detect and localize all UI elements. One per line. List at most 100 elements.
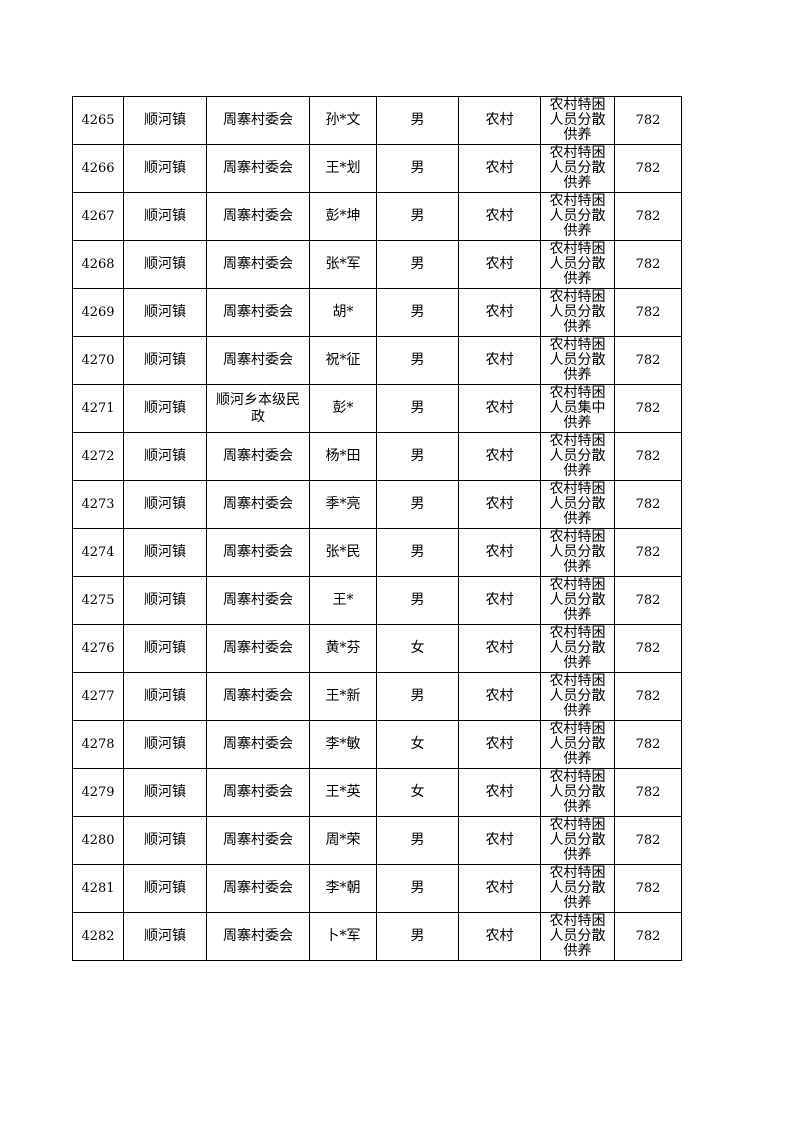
town: 顺河镇: [123, 384, 207, 433]
table-row: 4282 顺河镇 周寨村委会 卜*军男农村 农村特困人员分散供养 782: [72, 912, 682, 961]
table-row: 4272 顺河镇 周寨村委会 杨*田男农村 农村特困人员分散供养 782: [72, 432, 682, 481]
gender: 男: [376, 864, 459, 913]
residence: 农村: [458, 912, 541, 961]
person-name: 周*荣: [309, 816, 377, 865]
person-name: 卜*军: [309, 912, 377, 961]
person-name: 王*英: [309, 768, 377, 817]
town: 顺河镇: [123, 432, 207, 481]
support-type-cell: 农村特困人员分散供养: [540, 480, 615, 529]
serial-number: 4267: [72, 192, 124, 241]
person-name: 彭*: [309, 384, 377, 433]
serial-number: 4282: [72, 912, 124, 961]
person-name: 李*朝: [309, 864, 377, 913]
residence: 农村: [458, 528, 541, 577]
town: 顺河镇: [123, 96, 207, 145]
village: 顺河乡本级民政: [206, 384, 310, 433]
gender: 男: [376, 192, 459, 241]
support-type: 农村特困人员分散供养: [549, 673, 606, 719]
gender: 男: [376, 288, 459, 337]
table-row: 4276 顺河镇 周寨村委会 黄*芬女农村 农村特困人员分散供养 782: [72, 624, 682, 673]
town: 顺河镇: [123, 288, 207, 337]
person-name: 彭*坤: [309, 192, 377, 241]
serial-number: 4280: [72, 816, 124, 865]
support-type: 农村特困人员分散供养: [549, 289, 606, 335]
village: 周寨村委会: [206, 192, 310, 241]
gender: 男: [376, 672, 459, 721]
table-row: 4280 顺河镇 周寨村委会 周*荣男农村 农村特困人员分散供养 782: [72, 816, 682, 865]
gender: 男: [376, 240, 459, 289]
support-type: 农村特困人员分散供养: [549, 145, 606, 191]
amount: 782: [614, 240, 682, 289]
table-row: 4274 顺河镇 周寨村委会 张*民男农村 农村特困人员分散供养 782: [72, 528, 682, 577]
table-row: 4266 顺河镇 周寨村委会 王*划男农村 农村特困人员分散供养 782: [72, 144, 682, 193]
village: 周寨村委会: [206, 432, 310, 481]
residence: 农村: [458, 672, 541, 721]
support-type: 农村特困人员分散供养: [549, 337, 606, 383]
person-name: 孙*文: [309, 96, 377, 145]
serial-number: 4278: [72, 720, 124, 769]
support-type: 农村特困人员分散供养: [549, 433, 606, 479]
person-name: 张*军: [309, 240, 377, 289]
support-type: 农村特困人员分散供养: [549, 625, 606, 671]
town: 顺河镇: [123, 480, 207, 529]
amount: 782: [614, 336, 682, 385]
town: 顺河镇: [123, 144, 207, 193]
amount: 782: [614, 432, 682, 481]
table-row: 4270 顺河镇 周寨村委会 祝*征男农村 农村特困人员分散供养 782: [72, 336, 682, 385]
support-type: 农村特困人员分散供养: [549, 241, 606, 287]
amount: 782: [614, 624, 682, 673]
village: 周寨村委会: [206, 912, 310, 961]
town: 顺河镇: [123, 912, 207, 961]
table-row: 4278 顺河镇 周寨村委会 李*敏女农村 农村特困人员分散供养 782: [72, 720, 682, 769]
residence: 农村: [458, 192, 541, 241]
table-row: 4268 顺河镇 周寨村委会 张*军男农村 农村特困人员分散供养 782: [72, 240, 682, 289]
residence: 农村: [458, 336, 541, 385]
support-type: 农村特困人员分散供养: [549, 193, 606, 239]
support-type: 农村特困人员分散供养: [549, 865, 606, 911]
support-type-cell: 农村特困人员分散供养: [540, 576, 615, 625]
support-type-cell: 农村特困人员分散供养: [540, 240, 615, 289]
gender: 女: [376, 720, 459, 769]
records-table: 4265 顺河镇 周寨村委会 孙*文男农村 农村特困人员分散供养 782 4266 顺河镇 周寨…: [72, 96, 682, 961]
amount: 782: [614, 96, 682, 145]
gender: 男: [376, 96, 459, 145]
amount: 782: [614, 768, 682, 817]
residence: 农村: [458, 576, 541, 625]
town: 顺河镇: [123, 816, 207, 865]
gender: 男: [376, 432, 459, 481]
serial-number: 4279: [72, 768, 124, 817]
residence: 农村: [458, 624, 541, 673]
serial-number: 4274: [72, 528, 124, 577]
amount: 782: [614, 720, 682, 769]
table-row: 4269 顺河镇 周寨村委会 胡* 男农村 农村特困人员分散供养 782: [72, 288, 682, 337]
person-name: 黄*芬: [309, 624, 377, 673]
support-type-cell: 农村特困人员分散供养: [540, 336, 615, 385]
town: 顺河镇: [123, 528, 207, 577]
support-type-cell: 农村特困人员分散供养: [540, 768, 615, 817]
serial-number: 4281: [72, 864, 124, 913]
support-type: 农村特困人员分散供养: [549, 481, 606, 527]
serial-number: 4276: [72, 624, 124, 673]
village: 周寨村委会: [206, 336, 310, 385]
village: 周寨村委会: [206, 768, 310, 817]
support-type-cell: 农村特困人员分散供养: [540, 432, 615, 481]
support-type-cell: 农村特困人员分散供养: [540, 720, 615, 769]
person-name: 胡*: [309, 288, 377, 337]
residence: 农村: [458, 432, 541, 481]
residence: 农村: [458, 240, 541, 289]
serial-number: 4275: [72, 576, 124, 625]
serial-number: 4273: [72, 480, 124, 529]
support-type: 农村特困人员分散供养: [549, 913, 606, 959]
village: 周寨村委会: [206, 624, 310, 673]
serial-number: 4277: [72, 672, 124, 721]
person-name: 王*: [309, 576, 377, 625]
serial-number: 4270: [72, 336, 124, 385]
village: 周寨村委会: [206, 480, 310, 529]
table-row: 4271 顺河镇 顺河乡本级民政 彭* 男农村 农村特困人员集中供养 782: [72, 384, 682, 433]
village: 周寨村委会: [206, 528, 310, 577]
village: 周寨村委会: [206, 720, 310, 769]
town: 顺河镇: [123, 672, 207, 721]
support-type: 农村特困人员分散供养: [549, 817, 606, 863]
amount: 782: [614, 912, 682, 961]
